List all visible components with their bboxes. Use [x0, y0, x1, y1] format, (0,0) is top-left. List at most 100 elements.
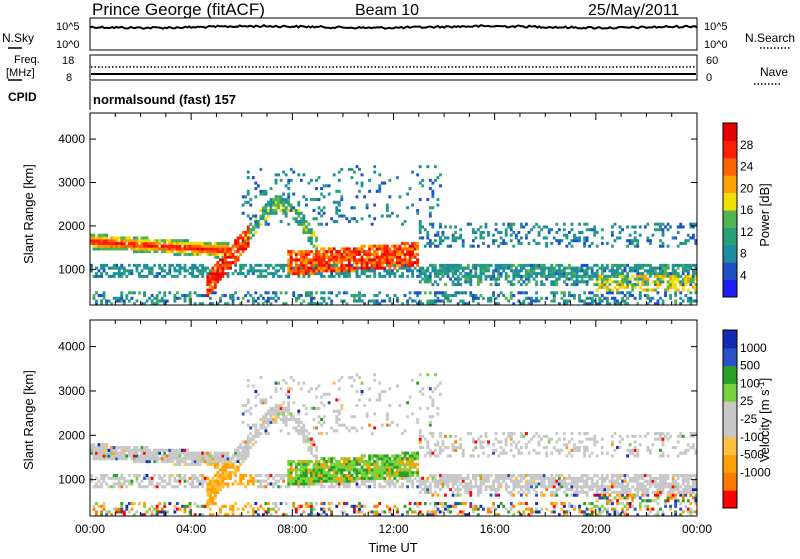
power-cell [222, 253, 225, 256]
velocity-cell [305, 482, 308, 485]
power-cell [644, 264, 647, 267]
power-cell [535, 280, 538, 283]
velocity-cell [520, 480, 523, 483]
velocity-cell [515, 443, 518, 446]
power-cell [318, 253, 321, 256]
power-cell [146, 242, 149, 245]
power-cell [272, 291, 275, 294]
velocity-cell [308, 502, 311, 505]
velocity-cell [447, 446, 450, 449]
power-cell [361, 267, 364, 270]
velocity-cell [373, 454, 376, 457]
power-cell [290, 269, 293, 272]
power-cell [348, 247, 351, 250]
power-cell [401, 267, 404, 270]
velocity-cell [168, 474, 171, 477]
power-cell [206, 275, 209, 278]
power-cell [158, 239, 161, 242]
velocity-cell [168, 480, 171, 483]
power-cell [388, 300, 391, 303]
velocity-cell [201, 477, 204, 480]
power-cell [335, 269, 338, 272]
velocity-cell [244, 440, 247, 443]
power-cell [351, 269, 354, 272]
velocity-cell [474, 480, 477, 483]
power-cell [209, 269, 212, 272]
power-cell [356, 247, 359, 250]
velocity-cell [146, 485, 149, 488]
power-cell [161, 250, 164, 253]
velocity-cell [257, 480, 260, 483]
velocity-cell [206, 499, 209, 502]
power-cell [535, 291, 538, 294]
velocity-cell [181, 477, 184, 480]
power-cell [125, 245, 128, 248]
power-cell [320, 247, 323, 250]
velocity-cell [252, 384, 255, 387]
power-cell [565, 267, 568, 270]
power-cell [525, 275, 528, 278]
velocity-cell [224, 505, 227, 508]
velocity-cell [533, 488, 536, 491]
velocity-cell [426, 488, 429, 491]
velocity-cell [361, 460, 364, 463]
power-cell [343, 253, 346, 256]
velocity-cell [454, 440, 457, 443]
velocity-cell [302, 466, 305, 469]
velocity-cell [419, 446, 422, 449]
power-cell [345, 272, 348, 275]
velocity-cell [386, 463, 389, 466]
velocity-cell [130, 482, 133, 485]
power-cell [560, 297, 563, 300]
velocity-cell [103, 443, 106, 446]
power-cell [497, 267, 500, 270]
power-cell [216, 278, 219, 281]
power-cell [411, 256, 414, 259]
velocity-cell [457, 485, 460, 488]
power-cell [358, 275, 361, 278]
power-cell [399, 195, 402, 198]
power-cell [682, 278, 685, 281]
power-cell [482, 231, 485, 234]
velocity-cell [191, 457, 194, 460]
power-cell [383, 256, 386, 259]
power-cell [196, 247, 199, 250]
power-cell [93, 294, 96, 297]
power-cell [98, 247, 101, 250]
power-cell [578, 297, 581, 300]
velocity-cell [502, 477, 505, 480]
velocity-cell [368, 463, 371, 466]
power-cell [247, 193, 250, 196]
power-cell [439, 242, 442, 245]
power-cell [649, 297, 652, 300]
velocity-cell [247, 446, 250, 449]
velocity-cell [259, 482, 262, 485]
velocity-cell [467, 474, 470, 477]
velocity-cell [543, 474, 546, 477]
power-cell [674, 291, 677, 294]
velocity-cell [123, 482, 126, 485]
power-cell [267, 223, 270, 226]
power-cell [120, 291, 123, 294]
power-cell [662, 280, 665, 283]
velocity-cell [492, 449, 495, 452]
power-cell [444, 283, 447, 286]
power-cell [378, 245, 381, 248]
power-cell [687, 275, 690, 278]
velocity-cell [138, 502, 141, 505]
velocity-cell [381, 390, 384, 393]
velocity-cell [356, 429, 359, 432]
power-cell [105, 239, 108, 242]
power-cell [621, 228, 624, 231]
velocity-cell [113, 449, 116, 452]
velocity-cell [376, 457, 379, 460]
velocity-cell [459, 510, 462, 513]
velocity-cell [125, 485, 128, 488]
velocity-cell [373, 482, 376, 485]
velocity-cell [396, 460, 399, 463]
power-cell [302, 223, 305, 226]
power-cell [115, 247, 118, 250]
power-cell [292, 291, 295, 294]
power-cell [194, 247, 197, 250]
velocity-cell [378, 466, 381, 469]
